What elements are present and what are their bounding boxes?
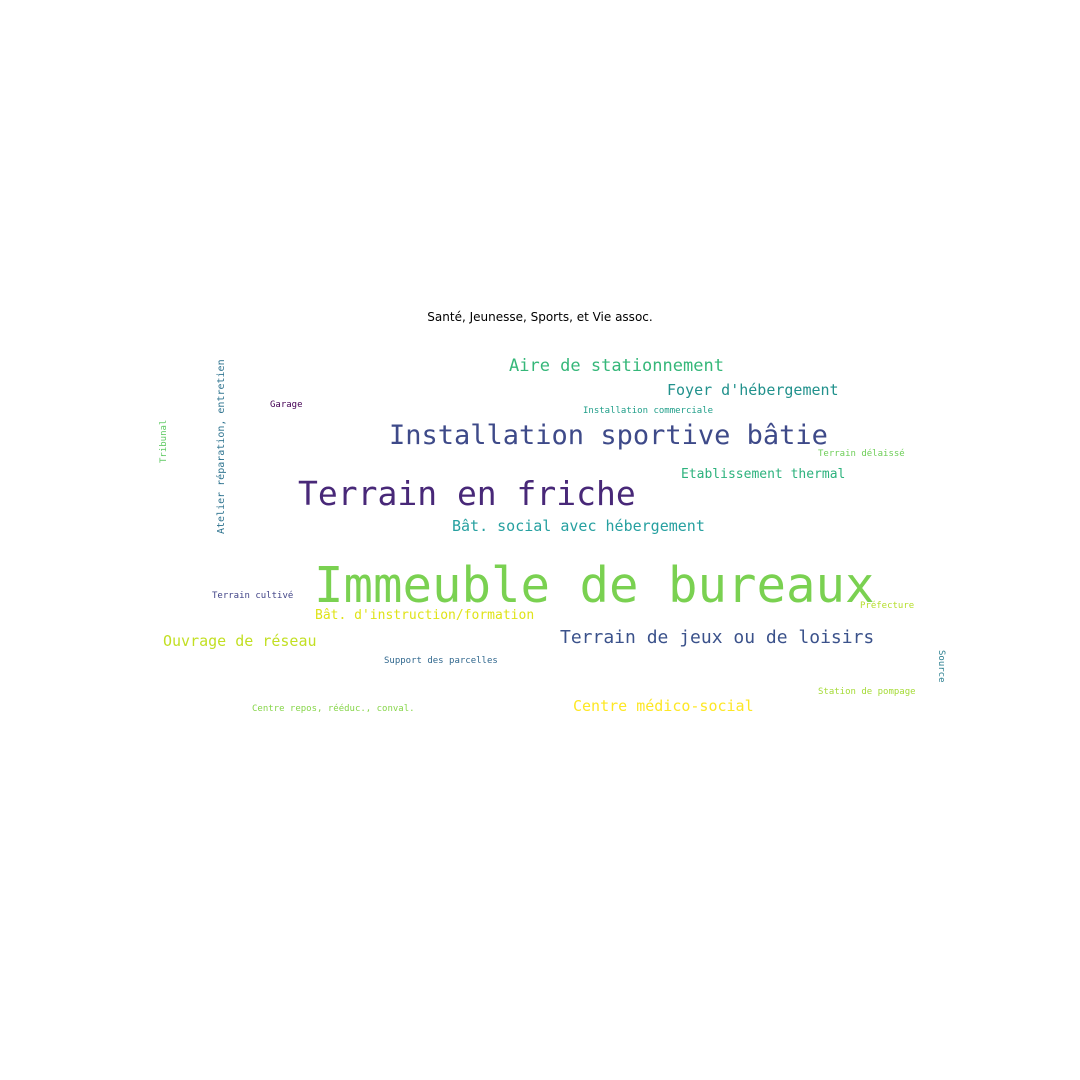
word-support-des-parcelles: Support des parcelles (384, 656, 498, 666)
word-garage: Garage (270, 400, 303, 410)
word-terrain-delaisse: Terrain délaissé (818, 449, 905, 459)
word-installation-commerciale: Installation commerciale (583, 406, 714, 416)
word-bat-instruction-formation: Bât. d'instruction/formation (315, 608, 535, 623)
word-aire-de-stationnement: Aire de stationnement (509, 356, 724, 376)
word-terrain-cultive: Terrain cultivé (212, 591, 294, 601)
word-immeuble-de-bureaux: Immeuble de bureaux (314, 557, 875, 614)
word-atelier-reparation: Atelier réparation, entretien (216, 359, 227, 534)
word-etablissement-thermal: Etablissement thermal (681, 467, 846, 482)
word-terrain-de-jeux: Terrain de jeux ou de loisirs (560, 627, 875, 648)
word-ouvrage-de-reseau: Ouvrage de réseau (163, 632, 317, 650)
word-foyer-hebergement: Foyer d'hébergement (667, 381, 839, 399)
word-centre-medico-social: Centre médico-social (573, 697, 754, 715)
word-station-de-pompage: Station de pompage (818, 687, 916, 697)
word-tribunal: Tribunal (159, 419, 169, 463)
word-installation-sportive-batie: Installation sportive bâtie (389, 420, 828, 451)
chart-title: Santé, Jeunesse, Sports, et Vie assoc. (427, 310, 653, 324)
word-terrain-en-friche: Terrain en friche (298, 474, 636, 513)
word-prefecture: Préfecture (860, 601, 915, 611)
word-source: Source (936, 650, 946, 683)
word-centre-repos: Centre repos, rééduc., conval. (252, 704, 415, 714)
word-bat-social-hebergement: Bât. social avec hébergement (452, 517, 705, 535)
